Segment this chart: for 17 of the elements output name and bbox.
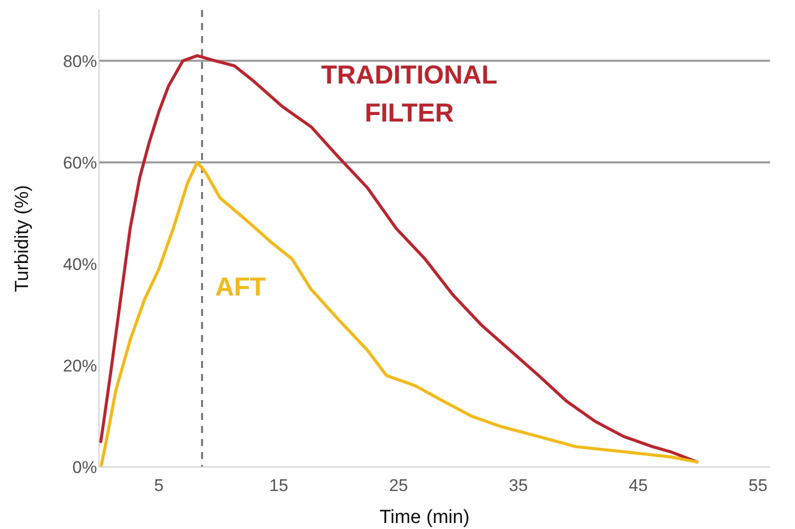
x-tick-label: 35 <box>508 476 528 495</box>
x-tick-label: 55 <box>748 476 768 495</box>
line-series <box>100 160 698 466</box>
y-tick-label: 40% <box>62 254 97 274</box>
line-series <box>99 54 698 464</box>
y-tick-label: 80% <box>62 52 97 71</box>
y-tick-label: 0% <box>72 458 97 477</box>
y-axis-title: Turbidity (%) <box>12 185 33 292</box>
x-axis-title: Time (min) <box>379 507 470 528</box>
y-tick-label: 60% <box>62 153 97 172</box>
x-tick-label: 15 <box>269 476 288 495</box>
x-tick-label: 5 <box>154 476 164 495</box>
series-label: TRADITIONAL FILTER <box>321 60 498 128</box>
x-tick-label: 45 <box>628 476 648 495</box>
x-tick-label: 25 <box>389 476 408 495</box>
y-tick-label: 20% <box>62 356 97 376</box>
series-label: AFT <box>215 271 266 302</box>
